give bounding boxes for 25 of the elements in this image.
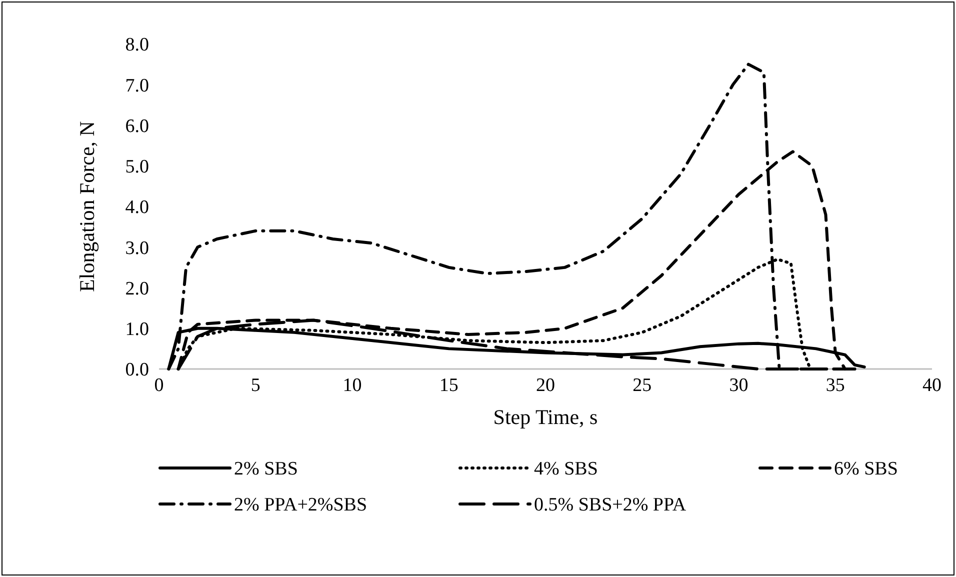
y-tick-label: 2.0 <box>125 278 149 300</box>
x-tick-label: 25 <box>632 375 652 396</box>
x-tick-label: 0 <box>154 375 164 396</box>
legend-label: 2% PPA+2%SBS <box>234 494 368 516</box>
x-tick-label: 5 <box>250 375 260 396</box>
legend-label: 4% SBS <box>534 458 598 480</box>
legend-label: 0.5% SBS+2% PPA <box>534 494 686 516</box>
y-tick-label: 0.0 <box>125 360 149 381</box>
x-tick-label: 10 <box>342 375 362 396</box>
legend-label: 2% SBS <box>234 458 298 480</box>
y-tick-label: 1.0 <box>125 319 149 340</box>
y-tick-label: 4.0 <box>125 197 149 218</box>
x-tick-label: 20 <box>536 375 555 396</box>
x-tick-label: 40 <box>922 375 942 396</box>
legend-label: 6% SBS <box>834 458 898 480</box>
y-tick-label: 7.0 <box>125 75 149 96</box>
x-tick-label: 15 <box>439 375 458 396</box>
y-axis-title: Elongation Force, N <box>75 121 99 292</box>
x-tick-label: 30 <box>729 375 748 396</box>
y-tick-label: 8.0 <box>125 34 149 56</box>
y-tick-label: 5.0 <box>125 156 149 178</box>
x-tick-label: 35 <box>826 375 845 396</box>
x-axis-title: Step Time, s <box>493 405 598 429</box>
y-tick-label: 3.0 <box>125 238 149 259</box>
y-tick-label: 6.0 <box>125 116 149 137</box>
